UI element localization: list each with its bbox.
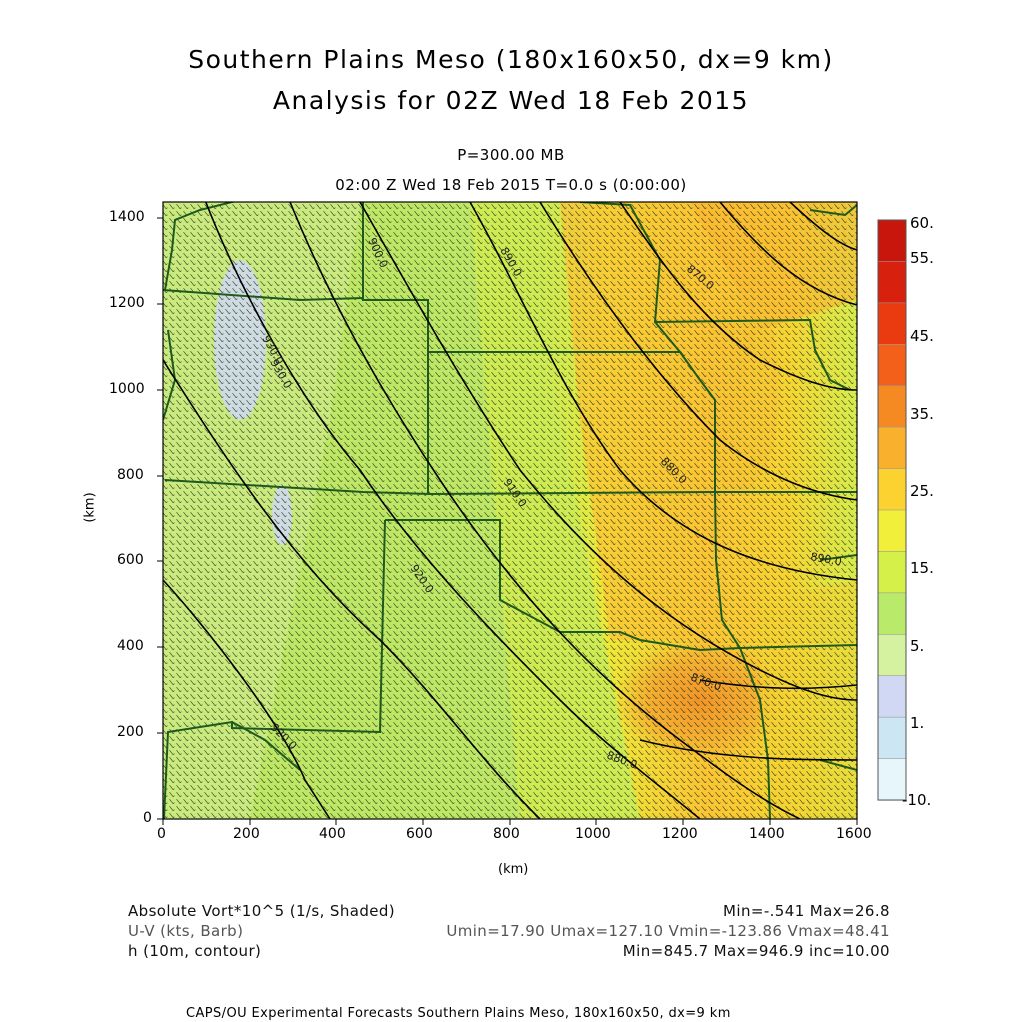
- vorticity-field-label: Absolute Vort*10^5 (1/s, Shaded): [128, 902, 396, 920]
- footer-credit: CAPS/OU Experimental Forecasts Southern …: [186, 1006, 731, 1021]
- state-boundaries: [163, 202, 857, 819]
- pressure-level: P=300.00 MB: [457, 146, 565, 164]
- title-line-1: Southern Plains Meso (180x160x50, dx=9 k…: [188, 45, 834, 74]
- y-axis-label: (km): [82, 492, 98, 523]
- colorbar-label: 15.: [910, 559, 934, 577]
- colorbar-label: 5.: [910, 637, 925, 655]
- x-tick-label: 200: [233, 826, 260, 842]
- colorbar-frame: [877, 219, 907, 801]
- x-tick-label: 600: [406, 826, 433, 842]
- y-tick-label: 800: [117, 467, 144, 483]
- colorbar-segment: [877, 758, 907, 801]
- height-field-label: h (10m, contour): [128, 942, 262, 960]
- vorticity-shading: 920.0 930.0 930.0 920.0 910.0 900.0 890.…: [163, 202, 857, 819]
- contour-label: 890.0: [809, 550, 842, 568]
- colorbar-segment: [877, 385, 907, 428]
- colorbar-label: 45.: [910, 327, 934, 345]
- y-tick-label: 1400: [109, 209, 145, 225]
- colorbar-label: 60.: [910, 214, 934, 232]
- colorbar-label: -10.: [902, 791, 932, 809]
- colorbar: [877, 219, 907, 801]
- x-tick-label: 1600: [836, 826, 872, 842]
- vorticity-stats: Min=-.541 Max=26.8: [723, 902, 890, 920]
- x-axis-label: (km): [498, 862, 529, 877]
- x-tick-label: 1200: [662, 826, 698, 842]
- valid-time: 02:00 Z Wed 18 Feb 2015 T=0.0 s (0:00:00…: [335, 176, 687, 194]
- colorbar-segment: [877, 343, 907, 387]
- colorbar-segment: [877, 716, 907, 760]
- colorbar-segment: [877, 509, 907, 553]
- colorbar-segment: [877, 261, 907, 304]
- y-tick-label: 400: [117, 638, 144, 654]
- colorbar-segment: [877, 675, 907, 718]
- x-tick-label: 0: [157, 826, 166, 842]
- y-tick-label: 200: [117, 724, 144, 740]
- height-contours: [163, 202, 857, 819]
- colorbar-label: 1.: [910, 714, 925, 732]
- title-line-2: Analysis for 02Z Wed 18 Feb 2015: [272, 86, 750, 115]
- colorbar-label: 35.: [910, 405, 934, 423]
- x-tick-label: 1400: [749, 826, 785, 842]
- colorbar-label: 55.: [910, 249, 934, 267]
- colorbar-segment: [877, 426, 907, 470]
- colorbar-segment: [877, 551, 907, 594]
- colorbar-segment: [877, 468, 907, 511]
- colorbar-segment: [877, 302, 907, 345]
- x-tick-label: 1000: [575, 826, 611, 842]
- x-tick-label: 400: [319, 826, 346, 842]
- colorbar-label: 25.: [910, 482, 934, 500]
- height-stats: Min=845.7 Max=946.9 inc=10.00: [622, 942, 890, 960]
- colorbar-segment: [877, 219, 907, 263]
- x-tick-label: 800: [493, 826, 520, 842]
- y-tick-label: 1200: [109, 295, 145, 311]
- wind-stats: Umin=17.90 Umax=127.10 Vmin=-123.86 Vmax…: [446, 922, 890, 940]
- y-tick-label: 1000: [109, 381, 145, 397]
- colorbar-segment: [877, 592, 907, 635]
- y-tick-label: 0: [143, 810, 152, 826]
- colorbar-segment: [877, 633, 907, 677]
- wind-field-label: U-V (kts, Barb): [128, 922, 244, 940]
- y-tick-label: 600: [117, 552, 144, 568]
